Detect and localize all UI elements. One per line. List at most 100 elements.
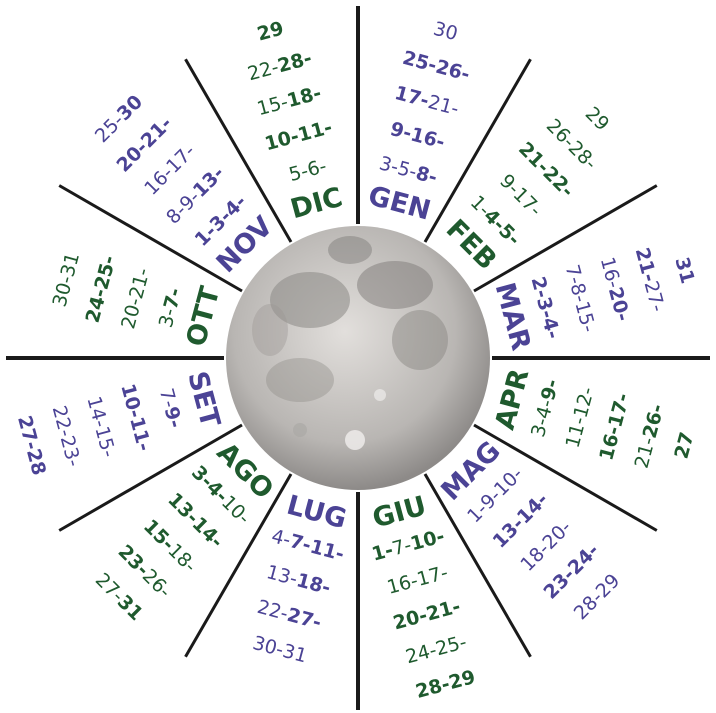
day-bold: 31 (670, 255, 698, 286)
divider-line (423, 473, 532, 658)
moon-image (226, 226, 490, 490)
day-regular: 30 (431, 18, 460, 46)
day-regular: 20-21- (117, 266, 154, 332)
day-list-ott-4: 30-31 (49, 250, 85, 309)
day-list-dic-3: 15-18- (255, 82, 324, 120)
day-regular: 30-31 (250, 632, 309, 668)
day-list-dic-2: 10-11- (262, 116, 334, 155)
day-list-set-2: 10-11- (116, 381, 155, 453)
month-label-apr: APR (490, 366, 536, 434)
day-list-dic-4: 22-28- (245, 47, 314, 85)
day-bold: 8- (413, 162, 439, 189)
day-bold: 9- (160, 404, 187, 430)
day-bold: 10-11- (262, 116, 334, 155)
day-list-set-5: 27-28 (13, 413, 50, 477)
day-regular: 11-12- (562, 385, 599, 451)
month-label-set: SET (181, 368, 226, 431)
day-bold: 28- (275, 47, 314, 77)
day-list-mar-4: 21-27- (631, 245, 669, 314)
day-list-dic-1: 5-6- (287, 155, 329, 186)
divider-line (184, 58, 293, 243)
day-list-giu-5: 28-29 (413, 666, 477, 703)
day-bold: 7-11- (287, 530, 346, 566)
day-list-apr-2: 11-12- (562, 385, 599, 451)
day-regular: 21- (426, 91, 462, 120)
day-regular: 14-15- (82, 394, 119, 460)
day-bold: 20- (604, 285, 634, 324)
day-regular: 7-8-15- (561, 262, 600, 334)
day-regular: 29 (581, 103, 614, 136)
month-label-lug: LUG (283, 490, 349, 536)
day-regular: 22-23- (48, 403, 85, 469)
day-list-giu-2: 16-17- (385, 562, 451, 599)
divider-line (58, 423, 243, 532)
day-list-apr-1: 3-4-9- (527, 377, 564, 440)
day-list-giu-1: 1-7-10- (369, 525, 447, 566)
day-bold: 17- (392, 82, 431, 112)
month-label-giu: GIU (369, 491, 429, 535)
day-list-ott-3: 24-25- (82, 253, 121, 325)
day-list-dic-5: 29 (255, 17, 286, 45)
day-list-set-3: 14-15- (82, 394, 119, 460)
day-list-gen-3: 17-21- (392, 82, 461, 120)
day-bold: 10- (408, 525, 447, 555)
day-bold: 29 (255, 17, 286, 45)
day-list-lug-4: 30-31 (250, 632, 309, 668)
day-list-mar-3: 16-20- (596, 255, 634, 324)
day-list-giu-3: 20-21- (391, 595, 463, 634)
day-list-apr-5: 27 (670, 430, 698, 461)
day-list-giu-4: 24-25- (403, 631, 469, 668)
divider-line (473, 184, 658, 293)
day-list-gen-2: 9-16- (388, 118, 447, 154)
day-regular: 3-4- (527, 397, 558, 439)
day-bold: 7- (160, 286, 187, 312)
day-regular: 27- (639, 279, 668, 315)
divider-line (58, 184, 243, 293)
day-list-set-4: 22-23- (48, 403, 85, 469)
day-bold: 27 (670, 430, 698, 461)
divider-line (473, 423, 658, 532)
day-bold: 18- (285, 82, 324, 112)
divider-lines (6, 6, 710, 710)
month-label-gen: GEN (365, 180, 434, 226)
day-bold: 26- (639, 402, 669, 441)
month-label-mar: MAR (489, 279, 537, 353)
month-label-dic: DIC (287, 182, 346, 225)
divider-line (184, 473, 293, 658)
day-list-lug-3: 22-27- (255, 596, 324, 634)
day-bold: 25-26- (400, 47, 472, 86)
day-list-ott-2: 20-21- (117, 266, 154, 332)
month-label-ott: OTT (181, 283, 227, 350)
day-bold: 21- (631, 245, 661, 284)
day-regular: 30-31 (49, 250, 85, 309)
day-bold: 27-28 (13, 413, 50, 477)
day-bold: 27- (285, 604, 324, 634)
day-list-apr-3: 16-17- (595, 391, 634, 463)
day-regular: 5-6- (287, 155, 329, 186)
day-regular: 24-25- (403, 631, 469, 668)
day-list-lug-2: 13-18- (264, 561, 333, 599)
day-bold: 28-29 (413, 666, 477, 703)
day-list-set-1: 7-9- (155, 386, 187, 430)
day-bold: 24-25- (82, 253, 121, 325)
day-regular: 3-5- (377, 152, 419, 183)
divider-line (423, 58, 532, 243)
day-list-gen-4: 25-26- (400, 47, 472, 86)
day-bold: 20-21- (391, 595, 463, 634)
day-regular: 16-17- (385, 562, 451, 599)
day-bold: 18- (294, 569, 333, 599)
day-list-gen-5: 30 (431, 18, 460, 46)
day-bold: 10-11- (116, 381, 155, 453)
day-bold: 16-17- (595, 391, 634, 463)
day-list-ott-1: 3-7- (155, 286, 187, 330)
